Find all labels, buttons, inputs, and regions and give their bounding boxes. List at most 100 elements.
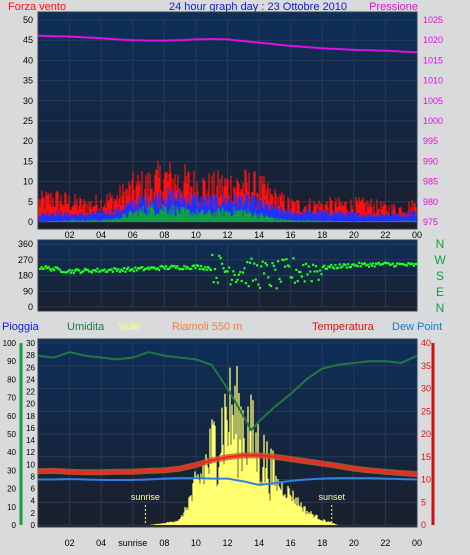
- direction-point: [173, 264, 176, 268]
- x-tick-label: sunrise: [118, 538, 147, 548]
- direction-point: [167, 267, 170, 271]
- direction-point: [159, 265, 162, 268]
- direction-point: [317, 278, 320, 281]
- direction-point: [125, 267, 128, 271]
- direction-point: [300, 275, 303, 278]
- direction-point: [293, 281, 296, 284]
- x-tick-label: 16: [286, 538, 296, 548]
- direction-point: [221, 262, 224, 265]
- direction-point: [191, 264, 194, 268]
- direction-point: [230, 278, 233, 281]
- wind-tick-label: 15: [23, 156, 33, 166]
- compass-label: N: [436, 237, 445, 251]
- legend-dewpoint: Dew Point: [392, 321, 442, 333]
- x-tick-label: 08: [159, 230, 169, 240]
- direction-point: [258, 286, 261, 290]
- direction-point: [411, 262, 414, 265]
- direction-point: [163, 267, 166, 270]
- direction-point: [195, 264, 198, 267]
- direction-point: [400, 262, 403, 266]
- direction-point: [376, 262, 379, 265]
- direction-point: [310, 279, 313, 283]
- rain-tick-label: 50: [7, 430, 16, 439]
- pressure-tick-label: 995: [423, 136, 438, 146]
- direction-point: [165, 265, 168, 268]
- direction-point: [222, 267, 225, 270]
- direction-point: [398, 263, 401, 266]
- direction-point: [377, 261, 380, 265]
- direction-point: [256, 264, 259, 267]
- direction-point: [414, 262, 417, 265]
- wind-tick-label: 25: [23, 116, 33, 126]
- direction-point: [204, 265, 207, 269]
- direction-point: [363, 262, 366, 265]
- direction-point: [243, 267, 246, 270]
- direction-point: [184, 267, 187, 270]
- direction-point: [326, 267, 329, 270]
- direction-point: [214, 267, 217, 271]
- direction-point: [233, 273, 236, 277]
- direction-point: [251, 279, 254, 282]
- direction-point: [131, 267, 134, 271]
- direction-point: [354, 264, 357, 267]
- rain-tick-label: 40: [7, 448, 16, 457]
- x-tick-label: 22: [380, 230, 390, 240]
- direction-point: [370, 264, 373, 267]
- direction-point: [291, 276, 294, 279]
- direction-point: [415, 262, 418, 266]
- wind-pressure-marks: [38, 34, 417, 222]
- temperature-tick-label: 20: [421, 429, 431, 439]
- direction-point: [211, 253, 214, 257]
- direction-point: [239, 270, 242, 274]
- direction-point: [327, 265, 330, 268]
- direction-tick-label: 180: [18, 271, 33, 281]
- direction-point: [207, 266, 210, 269]
- direction-point: [148, 268, 151, 271]
- pressure-tick-label: 1010: [423, 76, 443, 86]
- direction-point: [242, 271, 245, 274]
- direction-point: [209, 268, 212, 272]
- direction-point: [99, 270, 102, 273]
- rain-tick-label: 0: [12, 521, 17, 530]
- direction-point: [307, 265, 310, 268]
- direction-tick-label: 360: [18, 239, 33, 249]
- direction-point: [278, 277, 281, 281]
- direction-point: [281, 258, 284, 261]
- legend-humidity: Umidita: [67, 321, 105, 333]
- direction-point: [373, 265, 376, 268]
- direction-point: [403, 263, 406, 266]
- direction-point: [320, 273, 323, 276]
- temperature-tick-label: 10: [421, 475, 431, 485]
- direction-point: [397, 262, 400, 265]
- humidity-tick-label: 20: [26, 400, 35, 409]
- direction-point: [81, 270, 84, 274]
- direction-point: [383, 261, 386, 264]
- direction-point: [146, 266, 149, 269]
- direction-point: [289, 276, 292, 279]
- direction-point: [205, 268, 208, 271]
- sun-annotations: sunrise sunset: [131, 492, 345, 525]
- direction-point: [352, 263, 355, 266]
- direction-point: [180, 268, 183, 271]
- direction-point: [50, 269, 53, 272]
- legend-rain: Pioggia: [2, 321, 40, 333]
- direction-point: [152, 266, 155, 269]
- direction-point: [69, 271, 72, 274]
- direction-point: [372, 262, 375, 265]
- direction-point: [160, 265, 163, 268]
- direction-tick-label: 90: [23, 286, 33, 296]
- direction-point: [68, 268, 71, 272]
- rain-tick-label: 70: [7, 394, 16, 403]
- x-tick-label: 02: [65, 230, 75, 240]
- direction-point: [85, 268, 88, 272]
- direction-point: [303, 280, 306, 283]
- direction-point: [48, 267, 51, 271]
- direction-point: [313, 270, 316, 273]
- humidity-tick-label: 12: [26, 448, 35, 457]
- compass-label: E: [436, 285, 444, 299]
- direction-point: [250, 257, 253, 260]
- humidity-tick-label: 16: [26, 424, 35, 433]
- direction-point: [156, 267, 159, 270]
- direction-point: [67, 270, 70, 273]
- rain-tick-label: 20: [7, 485, 16, 494]
